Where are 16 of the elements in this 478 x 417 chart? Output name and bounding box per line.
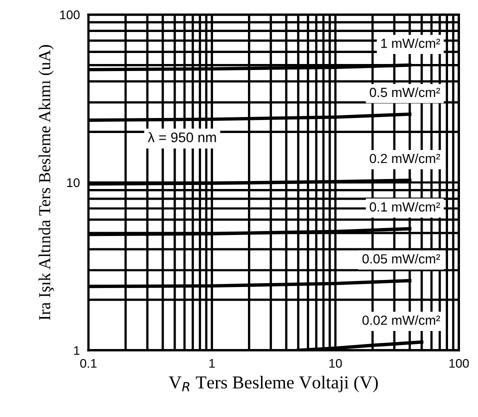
series-label: 0.5 mW/cm² — [370, 87, 440, 98]
y-tick-label: 10 — [67, 178, 80, 188]
series-label: 0.02 mW/cm² — [362, 315, 440, 325]
annotation: λ = 950 nm — [148, 132, 216, 142]
y-axis-title: Ira Işık Altında Ters Besleme Akımı (uA) — [38, 45, 54, 320]
series-label: 0.2 mW/cm² — [370, 153, 440, 164]
y-tick-label: 1 — [74, 346, 80, 355]
x-tick-label: 100 — [449, 358, 469, 368]
x-tick-label: 10 — [329, 358, 342, 368]
y-tick-label: 100 — [60, 10, 80, 20]
series-label: 1 mW/cm² — [381, 38, 440, 48]
series-label: 0.1 mW/cm² — [370, 202, 440, 212]
x-tick-label: 0.1 — [80, 358, 97, 368]
series-label: 0.05 mW/cm² — [362, 254, 440, 264]
x-axis-title: V$_{R}$ Ters Besleme Voltaji (V) — [168, 376, 378, 392]
x-tick-label: 1 — [209, 359, 215, 368]
